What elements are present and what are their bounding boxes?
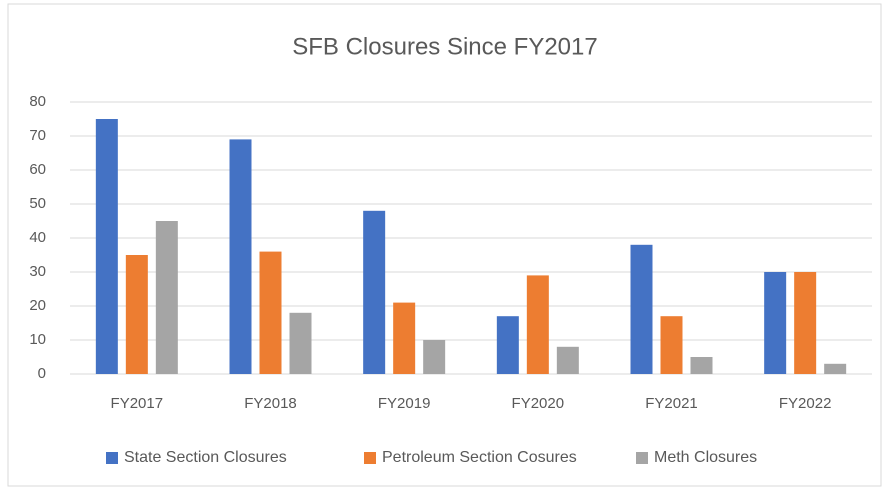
x-tick-label: FY2018	[244, 395, 297, 412]
bar	[556, 346, 579, 374]
bar	[155, 221, 178, 374]
x-tick-label: FY2017	[111, 395, 164, 412]
bar	[764, 272, 787, 374]
bar	[289, 312, 312, 374]
x-tick-label: FY2019	[378, 395, 431, 412]
y-tick-label: 70	[29, 127, 46, 144]
y-tick-label: 40	[29, 229, 46, 246]
bar	[125, 255, 148, 374]
legend-swatch	[106, 452, 118, 464]
bar	[259, 251, 282, 374]
y-tick-label: 10	[29, 331, 46, 348]
bar	[526, 275, 549, 374]
bar	[393, 302, 416, 374]
legend-label: Petroleum Section Cosures	[382, 449, 577, 466]
y-tick-label: 60	[29, 161, 46, 178]
legend-label: Meth Closures	[654, 449, 757, 466]
bar	[95, 119, 118, 374]
y-tick-label: 20	[29, 297, 46, 314]
y-tick-label: 80	[29, 93, 46, 110]
chart-title: SFB Closures Since FY2017	[292, 33, 597, 60]
bar	[630, 244, 653, 374]
bar	[824, 363, 847, 374]
bar	[660, 316, 683, 374]
x-tick-label: FY2020	[512, 395, 565, 412]
y-tick-label: 50	[29, 195, 46, 212]
x-tick-label: FY2022	[779, 395, 832, 412]
bar	[794, 272, 817, 374]
legend-swatch	[364, 452, 376, 464]
bar	[496, 316, 519, 374]
legend-label: State Section Closures	[124, 449, 287, 466]
y-tick-label: 30	[29, 263, 46, 280]
chart-border	[7, 3, 882, 487]
x-tick-label: FY2021	[645, 395, 698, 412]
bar	[363, 210, 386, 374]
legend-swatch	[636, 452, 648, 464]
bar	[423, 340, 446, 374]
y-tick-label: 0	[38, 365, 46, 382]
bar	[690, 357, 713, 374]
bar	[229, 139, 252, 374]
